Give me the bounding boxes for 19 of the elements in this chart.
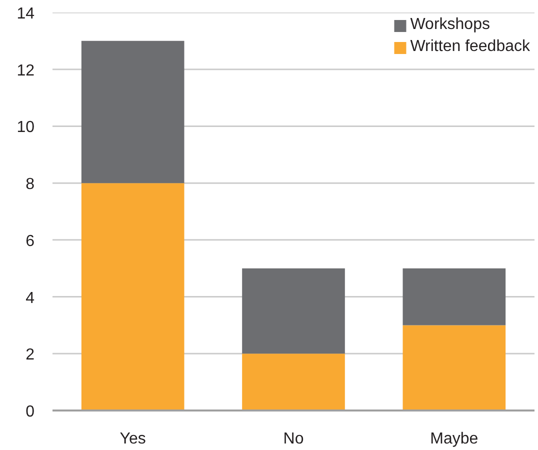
y-tick-label: 14 — [16, 6, 35, 22]
bar — [242, 268, 345, 354]
legend-label: Written feedback — [410, 38, 530, 56]
x-tick-label: Yes — [120, 430, 146, 448]
y-tick-label: 2 — [26, 346, 35, 364]
y-tick-label: 10 — [16, 119, 35, 136]
x-tick-label: Maybe — [430, 430, 478, 448]
bar — [402, 268, 506, 326]
bar — [242, 354, 345, 410]
y-tick-label: 6 — [26, 232, 35, 250]
bar — [81, 40, 184, 184]
y-tick-label: 0 — [26, 404, 35, 420]
x-tick-label: No — [283, 430, 304, 448]
y-tick-label: 4 — [26, 290, 35, 307]
y-tick-label: 12 — [16, 62, 35, 80]
y-tick-label: 8 — [26, 176, 35, 194]
bar — [402, 325, 506, 410]
bar — [81, 183, 184, 410]
legend-label: Workshops — [410, 16, 490, 34]
